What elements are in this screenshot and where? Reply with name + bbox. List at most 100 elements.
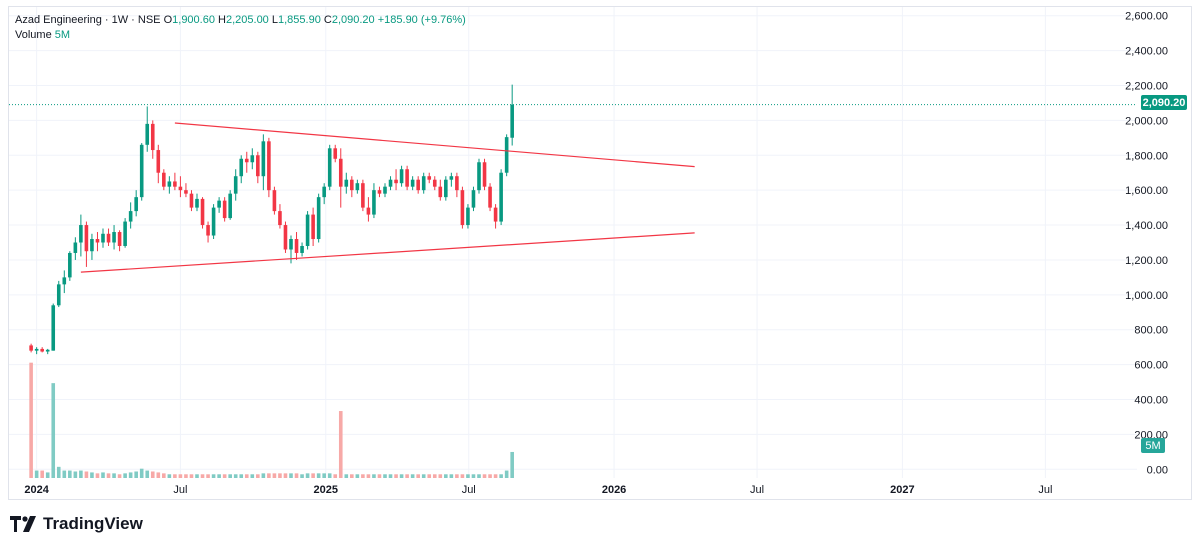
candle-body <box>477 162 481 191</box>
candle-body <box>123 221 127 246</box>
volume-label[interactable]: Volume <box>15 29 52 41</box>
candle-body <box>117 232 122 246</box>
volume-bar <box>322 473 326 478</box>
volume-bar <box>327 473 332 478</box>
candle-body <box>493 207 498 222</box>
volume-bar <box>250 474 255 478</box>
volume-bar <box>145 470 150 478</box>
brand-name: TradingView <box>43 514 143 533</box>
time-tick-label: 2027 <box>890 484 914 496</box>
volume-bar <box>499 474 503 478</box>
candle-body <box>399 169 404 184</box>
volume-bar <box>29 362 33 478</box>
volume-bar <box>394 474 398 478</box>
volume-bar <box>150 471 155 478</box>
candle-body <box>145 123 150 145</box>
candle-body <box>29 345 33 351</box>
volume-bar <box>383 474 387 478</box>
volume-bar <box>311 473 315 478</box>
candle-body <box>95 239 100 243</box>
symbol-title[interactable]: Azad Engineering · 1W · NSE <box>15 14 161 26</box>
candle-body <box>416 179 420 191</box>
time-axis[interactable]: 2024 Jul 2025 Jul 2026 Jul 2027 Jul <box>24 484 1052 496</box>
volume-bar <box>350 474 354 478</box>
volume-bar <box>195 474 199 478</box>
price-tick-label: 1,200.00 <box>1125 255 1168 267</box>
tradingview-logo-icon <box>10 516 36 532</box>
candles <box>29 84 514 355</box>
volume-bar <box>455 474 459 478</box>
volume-bar <box>112 473 116 478</box>
volume-bar <box>73 471 78 478</box>
volume-bar <box>449 474 454 478</box>
volume-bar <box>256 474 260 478</box>
trendlines[interactable] <box>80 122 695 273</box>
candle-body <box>438 186 443 198</box>
volume-bar <box>200 474 205 478</box>
time-tick-label: Jul <box>462 484 476 496</box>
candle-body <box>311 214 315 240</box>
volume-bar <box>272 473 277 478</box>
volume-legend[interactable]: Volume 5M <box>15 29 70 41</box>
volume-bar <box>211 474 216 478</box>
volume-bar <box>217 474 221 478</box>
candle-body <box>256 155 260 177</box>
volume-bar <box>482 474 487 478</box>
candle-body <box>421 176 426 191</box>
volume-bar <box>278 473 282 478</box>
volume-bar <box>90 472 94 478</box>
candle-body <box>79 225 83 243</box>
volume-bar <box>460 474 465 478</box>
time-tick-label: 2026 <box>602 484 626 496</box>
candle-body <box>410 179 415 187</box>
volume-bar <box>233 474 238 478</box>
candle-body <box>73 242 78 253</box>
price-tick-label: 0.00 <box>1147 464 1168 476</box>
candle-body <box>228 193 232 219</box>
volume-bar <box>184 474 188 478</box>
candle-body <box>366 207 371 215</box>
candle-body <box>261 141 266 177</box>
volume-bar <box>416 474 420 478</box>
volume-bar <box>139 468 144 478</box>
chart-frame[interactable] <box>8 6 1192 500</box>
volume-bar <box>344 474 349 478</box>
candle-body <box>156 150 161 173</box>
candle-body <box>327 148 332 187</box>
volume-bar <box>421 474 426 478</box>
volume-bars <box>29 362 514 478</box>
symbol-legend[interactable]: Azad Engineering · 1W · NSE O1,900.60 H2… <box>15 14 466 26</box>
tradingview-logo[interactable]: TradingView <box>10 514 143 534</box>
candle-body <box>355 183 360 191</box>
candle-body <box>305 214 310 246</box>
close-label: C <box>323 14 332 26</box>
candle-body <box>84 225 89 252</box>
volume-bar <box>128 472 133 478</box>
candle-body <box>482 162 487 187</box>
volume-bar <box>427 474 432 478</box>
price-axis[interactable]: 0.00200.00400.00600.00800.001,000.001,20… <box>1125 11 1168 477</box>
price-tick-label: 2,400.00 <box>1125 46 1168 58</box>
volume-bar <box>355 474 360 478</box>
volume-bar <box>466 474 470 478</box>
candle-body <box>444 179 448 198</box>
trendline-upper <box>174 122 695 168</box>
candle-body <box>206 225 210 236</box>
high-label: H <box>218 14 226 26</box>
price-tick-label: 400.00 <box>1134 395 1168 407</box>
candle-body <box>344 179 349 187</box>
candle-body <box>184 190 188 194</box>
volume-bar <box>222 474 227 478</box>
time-tick-label: Jul <box>173 484 187 496</box>
candle-body <box>372 190 376 215</box>
volume-bar <box>228 474 232 478</box>
candle-body <box>377 190 382 194</box>
candle-body <box>101 233 105 243</box>
grid <box>9 7 1137 478</box>
candle-body <box>139 144 144 198</box>
candle-body <box>322 186 326 198</box>
open-label: O <box>163 14 173 26</box>
price-tick-label: 600.00 <box>1134 360 1168 372</box>
candle-body <box>471 190 476 208</box>
